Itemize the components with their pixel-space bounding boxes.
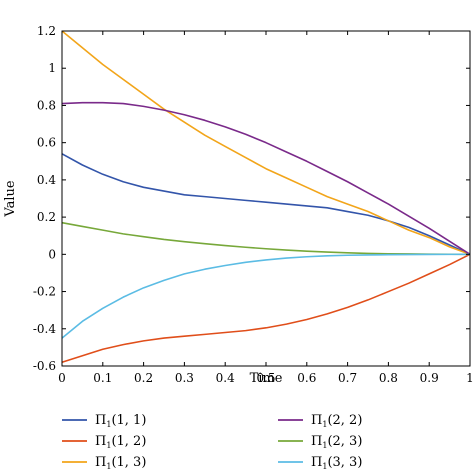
legend-label-2: Π1(1, 2) — [95, 434, 146, 450]
x-tick-label: 0.4 — [216, 371, 235, 385]
y-tick-label: -0.2 — [33, 285, 56, 299]
legend-label-1: Π1(1, 1) — [95, 413, 146, 429]
y-tick-label: 0.2 — [37, 210, 56, 224]
x-tick-label: 0.5 — [256, 371, 275, 385]
x-tick-label: 0.6 — [297, 371, 316, 385]
series-line-1 — [61, 153, 471, 256]
plot-area — [61, 30, 471, 364]
y-tick-label: 1 — [48, 61, 56, 75]
x-tick-label: 0.7 — [338, 371, 357, 385]
legend: Π1(1, 1) Π1(1, 2) Π1(1, 3) Π1(2, 2) Π1(2, 3)… — [62, 413, 362, 471]
legend-label-3: Π1(1, 3) — [95, 455, 146, 471]
series-line-4 — [61, 101, 471, 256]
x-tick-label: 0.8 — [379, 371, 398, 385]
series-line-2 — [61, 253, 471, 364]
axes: 0 0.1 0.2 0.3 0.4 0.5 0.6 0.7 0.8 0.9 1 -0.6 -0.4 -0.… — [33, 24, 474, 385]
x-tick-label: 0.1 — [93, 371, 112, 385]
x-axis-title: Time — [250, 371, 283, 386]
x-tick-label: 0 — [58, 371, 66, 385]
y-tick-label: 0.6 — [37, 136, 56, 150]
y-tick-label: 0.4 — [37, 173, 56, 187]
series-line-3 — [61, 30, 471, 256]
x-tick-label: 0.2 — [134, 371, 153, 385]
x-tick-label: 0.3 — [175, 371, 194, 385]
legend-label-5: Π1(2, 3) — [311, 434, 362, 450]
axes-frame — [61, 30, 471, 367]
x-tick-label: 1 — [466, 371, 474, 385]
y-axis-title: Value — [3, 180, 18, 217]
y-tick-label: -0.6 — [33, 359, 56, 373]
x-tick-label: 0.9 — [420, 371, 439, 385]
legend-label-4: Π1(2, 2) — [311, 413, 362, 429]
series-line-6 — [61, 253, 471, 339]
y-tick-label: 1.2 — [37, 24, 56, 38]
y-tick-label: 0 — [48, 247, 56, 261]
y-tick-label: 0.8 — [37, 98, 56, 112]
y-tick-label: -0.4 — [33, 322, 57, 336]
legend-label-6: Π1(3, 3) — [311, 455, 362, 471]
